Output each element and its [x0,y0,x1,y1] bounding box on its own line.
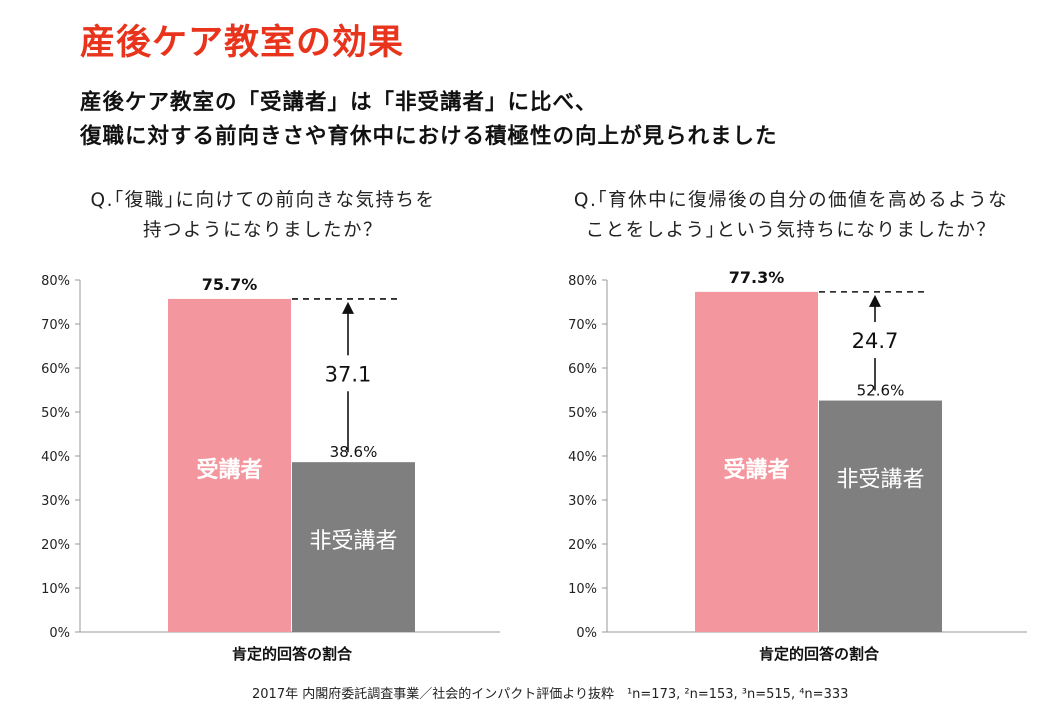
y-tick-label: 70% [568,318,597,333]
x-category-label: 肯定的回答の割合 [232,645,353,663]
subtitle: 産後ケア教室の「受講者」は「非受講者」に比べ、 復職に対する前向きさや育休中にお… [80,86,778,154]
bar-non-attendee [819,400,942,632]
y-tick-label: 30% [41,494,70,509]
source-note: 2017年 内閣府委託調査事業／社会的インパクト評価より抜粋 ¹n=173, ²… [252,687,849,702]
y-tick-label: 60% [41,362,70,377]
subtitle-line-1: 産後ケア教室の「受講者」は「非受講者」に比べ、 [80,90,598,115]
y-tick-label: 70% [41,318,70,333]
question-2: Q.｢育休中に復帰後の自分の価値を高めるような ことをしよう｣という気持ちになり… [536,186,1046,246]
y-tick-label: 50% [41,406,70,421]
y-tick-label: 80% [41,274,70,289]
difference-arrowhead [342,301,354,314]
question-2-line-1: Q.｢育休中に復帰後の自分の価値を高めるような [573,190,1009,211]
bar-label-non-attendee: 非受講者 [836,468,924,493]
y-tick-label: 20% [41,538,70,553]
subtitle-line-2: 復職に対する前向きさや育休中における積極性の向上が見られました [80,124,778,149]
bar-label-non-attendee: 非受講者 [309,529,397,554]
y-tick-label: 40% [41,450,70,465]
bar-label-attendee: 受講者 [723,457,789,483]
data-label-attendee: 77.3% [729,268,785,287]
y-tick-label: 50% [568,406,597,421]
difference-label: 37.1 [325,362,372,386]
page-title: 産後ケア教室の効果 [80,23,405,63]
y-tick-label: 30% [568,494,597,509]
question-1-line-2: 持つようになりましたか？ [142,220,383,241]
data-label-non-attendee: 38.6% [330,443,378,461]
question-1: Q.｢復職｣に向けての前向きな気持ちを 持つようになりましたか？ [48,186,478,246]
bar-attendee [168,298,291,632]
bar-attendee [695,291,818,632]
y-tick-label: 0% [576,626,597,641]
data-label-non-attendee: 52.6% [857,382,905,400]
chart-2: 0% 10% 20% 30% 40% 50% 60% 70% 80% 受講者 非受講者 77.3% 52… [568,268,1027,663]
question-2-line-2: ことをしよう｣という気持ちになりましたか？ [585,220,997,241]
y-tick-label: 80% [568,274,597,289]
y-tick-label: 10% [41,582,70,597]
y-tick-label: 0% [49,626,70,641]
y-tick-label: 10% [568,582,597,597]
y-tick-label: 20% [568,538,597,553]
difference-label: 24.7 [852,329,899,353]
bar-non-attendee [292,462,415,632]
y-tick-label: 60% [568,362,597,377]
bar-label-attendee: 受講者 [196,457,262,483]
question-1-line-1: Q.｢復職｣に向けての前向きな気持ちを [90,190,436,211]
y-tick-label: 40% [568,450,597,465]
x-category-label: 肯定的回答の割合 [759,645,880,663]
data-label-attendee: 75.7% [202,275,258,294]
difference-arrowhead [869,294,881,307]
